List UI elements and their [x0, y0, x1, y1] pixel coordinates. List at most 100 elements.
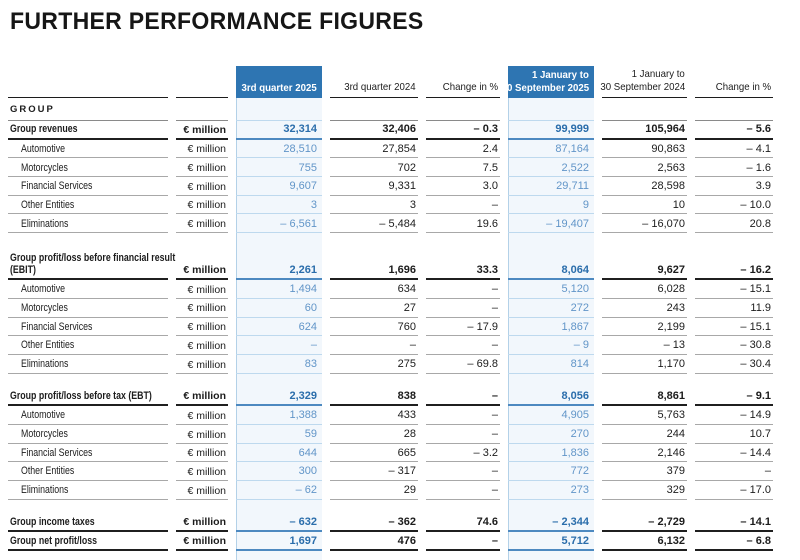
value-cell: – 13 — [602, 336, 687, 355]
value-cell: 28,510 — [236, 140, 322, 159]
value-cell: – 2,729 — [602, 514, 687, 533]
unit-cell: € million — [176, 388, 228, 407]
value-cell: – 15.1 — [695, 318, 773, 337]
table-row: Automotive € million 1,494 634–5,120 6,028 – … — [0, 280, 800, 299]
value-cell: – 62 — [236, 481, 322, 500]
row-label-line: Automotive — [21, 142, 66, 155]
row-label: Group income taxes — [8, 514, 168, 533]
value-cell: 1,388 — [236, 406, 322, 425]
value-cell: – 6,561 — [236, 214, 322, 234]
value-cell: 2,199 — [602, 318, 687, 337]
value-cell: 99,999 — [508, 121, 594, 140]
value-cell: 19.6 — [426, 214, 500, 234]
row-label: Motorcycles — [8, 425, 168, 444]
value-cell: – 17.9 — [426, 318, 500, 337]
table-row: Other Entities € million 300– 317–772 379– — [0, 462, 800, 481]
column-header-label: Change in % — [442, 80, 498, 93]
column-header-label: 30 September 2025 — [501, 81, 589, 94]
value-cell: 2,522 — [508, 158, 594, 178]
value-cell: 624 — [236, 318, 322, 337]
value-cell: 10.7 — [695, 425, 773, 444]
unit-cell: € million — [176, 318, 228, 337]
value-cell: – 3.2 — [426, 444, 500, 463]
table-row: Group profit/loss before financial resul… — [0, 249, 800, 281]
value-cell: 8,861 — [602, 388, 687, 407]
value-cell: 59 — [236, 425, 322, 444]
value-cell: 270 — [508, 425, 594, 444]
value-cell: – 9.1 — [695, 388, 773, 407]
row-label-line: Eliminations — [21, 217, 69, 230]
value-cell: 772 — [508, 462, 594, 481]
unit-cell: € million — [176, 425, 228, 444]
value-cell: – 14.1 — [695, 514, 773, 533]
unit-cell: € million — [176, 355, 228, 374]
value-cell: – 6.8 — [695, 532, 773, 552]
unit-cell: € million — [176, 299, 228, 318]
value-cell: – 69.8 — [426, 355, 500, 374]
value-cell: 329 — [602, 481, 687, 500]
row-label-line: Financial Services — [21, 180, 93, 193]
value-cell: – — [426, 280, 500, 299]
value-cell: 74.6 — [426, 514, 500, 533]
column-header-label: 30 September 2024 — [600, 80, 685, 93]
row-label-line: Group profit/loss before financial resul… — [10, 252, 176, 265]
table-row: Eliminations € million – 62 29–273 329 – 17.0 — [0, 481, 800, 500]
row-label-line: Automotive — [21, 409, 66, 422]
value-cell: 3.0 — [426, 177, 500, 196]
value-cell: – 14.4 — [695, 444, 773, 463]
value-cell: 32,314 — [236, 121, 322, 140]
row-label: Eliminations — [8, 481, 168, 500]
column-header-q3-2025: 3rd quarter 2025 — [236, 66, 322, 98]
header-cell-9m-2024: 1 January to 30 September 2024 — [600, 56, 687, 98]
value-cell: 7.5 — [426, 158, 500, 178]
value-cell: – 9 — [508, 336, 594, 355]
header-cell-label-column — [8, 56, 168, 98]
value-cell: 6,028 — [602, 280, 687, 299]
row-label: Other Entities — [8, 196, 168, 215]
value-cell: – 5,484 — [330, 214, 418, 234]
table-row: Automotive € million 1,388 433–4,905 5,763 – … — [0, 406, 800, 425]
header-cell-q3-2024: 3rd quarter 2024 — [330, 56, 418, 98]
section-header-cell — [236, 98, 322, 121]
value-cell: – — [695, 462, 773, 481]
value-cell: 1,170 — [602, 355, 687, 374]
value-cell: 300 — [236, 462, 322, 481]
value-cell: – — [426, 481, 500, 500]
value-cell: 9,627 — [602, 249, 687, 281]
section-header-cell: GROUP — [8, 98, 168, 121]
unit-cell: € million — [176, 214, 228, 234]
value-cell: 20.8 — [695, 214, 773, 234]
highlight-column-stripe-q3-2025 — [236, 66, 322, 560]
row-label: Automotive — [8, 280, 168, 299]
unit-cell: € million — [176, 177, 228, 196]
value-cell: 2,146 — [602, 444, 687, 463]
spacer-row — [0, 374, 800, 388]
row-label: Financial Services — [8, 444, 168, 463]
table-header-row: 3rd quarter 2024 Change in % 1 January t… — [0, 56, 800, 98]
section-header-cell — [695, 98, 773, 121]
value-cell: – — [330, 336, 418, 355]
value-cell: 702 — [330, 158, 418, 178]
value-cell: 11.9 — [695, 299, 773, 318]
performance-table: 3rd quarter 2024 Change in % 1 January t… — [0, 56, 800, 552]
unit-cell: € million — [176, 406, 228, 425]
value-cell: – — [426, 299, 500, 318]
unit-cell: € million — [176, 444, 228, 463]
table-row: Automotive € million 28,510 27,854 2.4 87,164… — [0, 140, 800, 159]
row-label: Motorcycles — [8, 158, 168, 178]
row-label-line: (EBIT) — [10, 263, 36, 276]
row-label-line: Other Entities — [21, 198, 75, 211]
table-body: Group revenues € million 32,314 32,406 – 0.3… — [0, 121, 800, 552]
row-label-line: Financial Services — [21, 446, 93, 459]
value-cell: 27 — [330, 299, 418, 318]
section-header-cell — [508, 98, 594, 121]
value-cell: – — [236, 336, 322, 355]
value-cell: 5,712 — [508, 532, 594, 552]
unit-cell: € million — [176, 196, 228, 215]
value-cell: – 632 — [236, 514, 322, 533]
value-cell: – 15.1 — [695, 280, 773, 299]
value-cell: – — [426, 196, 500, 215]
value-cell: – — [426, 388, 500, 407]
unit-cell: € million — [176, 462, 228, 481]
highlight-column-stripe-9m-2025 — [508, 66, 594, 560]
